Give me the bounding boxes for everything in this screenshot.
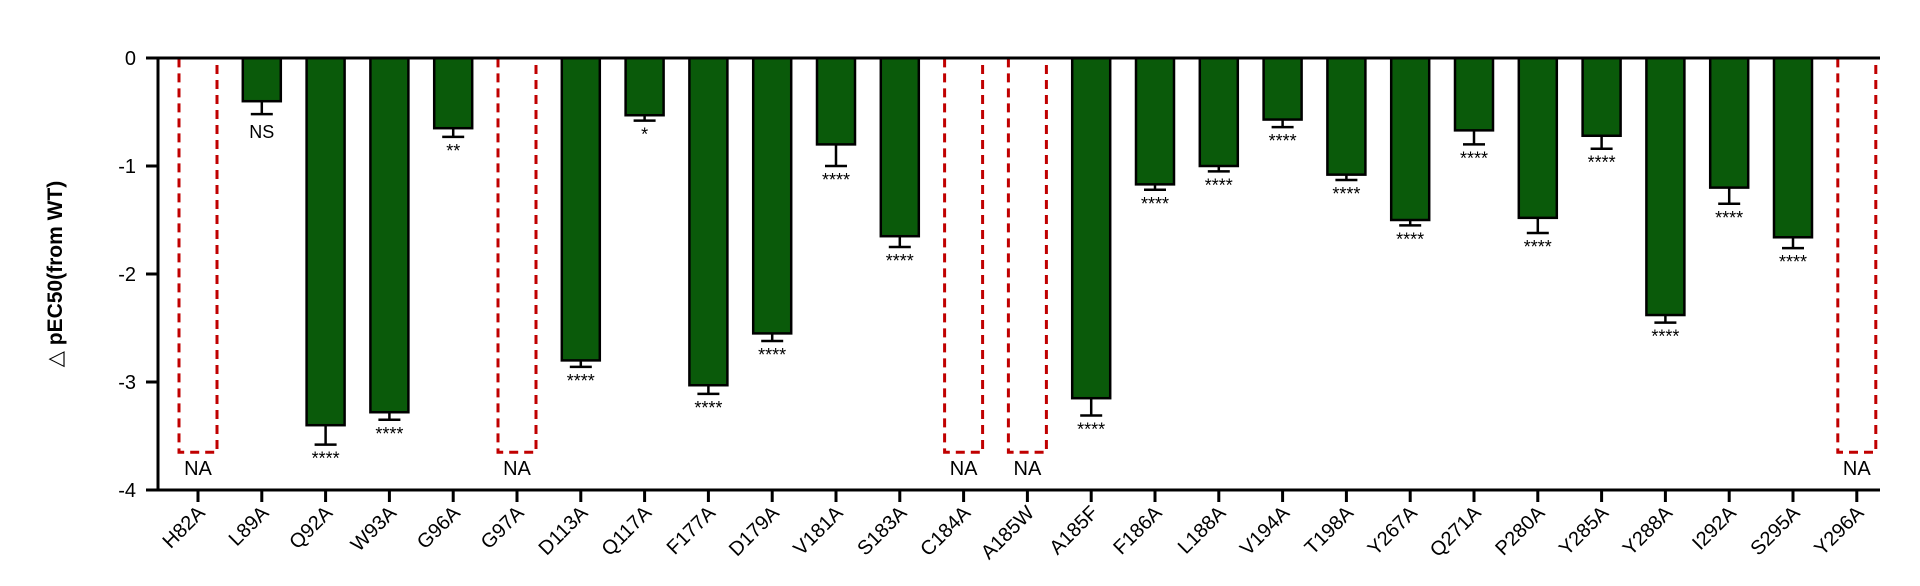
x-tick-label: L188A [1174,502,1231,559]
bar [1198,56,1240,168]
significance-label: **** [1396,229,1424,249]
x-tick-label: C184A [916,502,975,561]
x-tick-label: T198A [1301,502,1359,560]
significance-label: * [641,125,648,145]
significance-label: ** [446,141,460,161]
significance-label: **** [1205,175,1233,195]
bars-layer [177,56,1878,454]
significance-label: **** [886,251,914,271]
bar [1645,56,1686,317]
bar [1134,56,1176,186]
x-tick-label: F186A [1109,502,1167,560]
x-tick-label: F177A [663,502,721,560]
significance-label: **** [567,371,595,391]
x-tick-label: S295A [1747,502,1805,560]
significance-label: **** [694,398,722,418]
significance-label: **** [1332,184,1360,204]
significance-label: **** [1651,327,1679,347]
bar [1453,56,1495,132]
x-tick-label: I292A [1688,502,1741,555]
x-tick-label: A185W [977,502,1039,564]
significance-label: **** [1077,419,1105,439]
significance-label: **** [312,449,340,469]
x-tick-label: A185F [1046,502,1103,559]
y-axis-label: △ pEC50(from WT) [44,181,67,367]
x-tick-label: W93A [347,502,402,557]
bar [1772,56,1814,239]
na-placeholder-bar [496,56,538,454]
na-annotation: NA [503,458,531,480]
x-tick-label: Y296A [1810,502,1868,560]
x-tick-label: Y267A [1364,502,1422,560]
bar [1262,56,1303,121]
bar [624,56,665,117]
significance-label: **** [1269,131,1297,151]
bar [815,56,857,146]
bar [1070,56,1112,400]
significance-label: **** [1588,153,1616,173]
x-tick-label: D113A [535,502,593,560]
x-tick-label: V181A [790,502,848,560]
x-tick-label: Y285A [1555,502,1613,560]
y-tick-label: -1 [118,156,136,178]
significance-label: **** [1141,194,1169,214]
x-tick-label: Q271A [1426,502,1486,562]
na-placeholder-bar [943,56,985,454]
significance-label: NS [249,122,274,142]
significance-label: **** [758,345,786,365]
na-annotation: NA [950,458,978,480]
y-tick-label: -2 [118,264,136,286]
x-tick-label: V194A [1236,502,1294,560]
significance-label: **** [1715,208,1743,228]
na-placeholder-bar [1006,56,1048,454]
significance-label: **** [1460,148,1488,168]
bar [241,56,283,103]
y-tick-label: -3 [118,372,136,394]
x-tick-label: Y288A [1619,502,1677,560]
bar [369,56,410,414]
bar [1389,56,1431,222]
x-tick-label: Q92A [285,502,337,554]
significance-label: **** [822,170,850,190]
x-tick-label: D179A [725,502,784,561]
bar [1517,56,1559,220]
bar [751,56,793,335]
na-annotation: NA [184,458,212,480]
significance-label: **** [375,424,403,444]
x-tick-label: G96A [413,502,465,554]
bar [1708,56,1750,189]
significance-label: **** [1524,237,1552,257]
bar [688,56,729,387]
y-axis: 0 -1 -2 -3 -4 [118,48,160,502]
y-tick-label: -4 [118,480,136,502]
x-tick-label: L89A [225,502,274,551]
na-placeholder-bar [177,56,219,454]
significance-label: **** [1779,252,1807,272]
bar [305,56,346,427]
na-placeholder-bar [1836,56,1878,454]
bar [432,56,474,130]
x-tick-label: Q117A [598,502,657,561]
na-annotation: NA [1014,458,1042,480]
bar [560,56,602,362]
y-tick-label: 0 [125,48,136,70]
na-annotation: NA [1843,458,1871,480]
bar [1581,56,1622,138]
x-tick-label: H82A [159,502,210,553]
x-tick-label: G97A [477,502,529,554]
bar [1326,56,1367,176]
x-tick-label: S183A [853,502,911,560]
bar [879,56,921,238]
x-tick-label: P280A [1491,502,1549,560]
